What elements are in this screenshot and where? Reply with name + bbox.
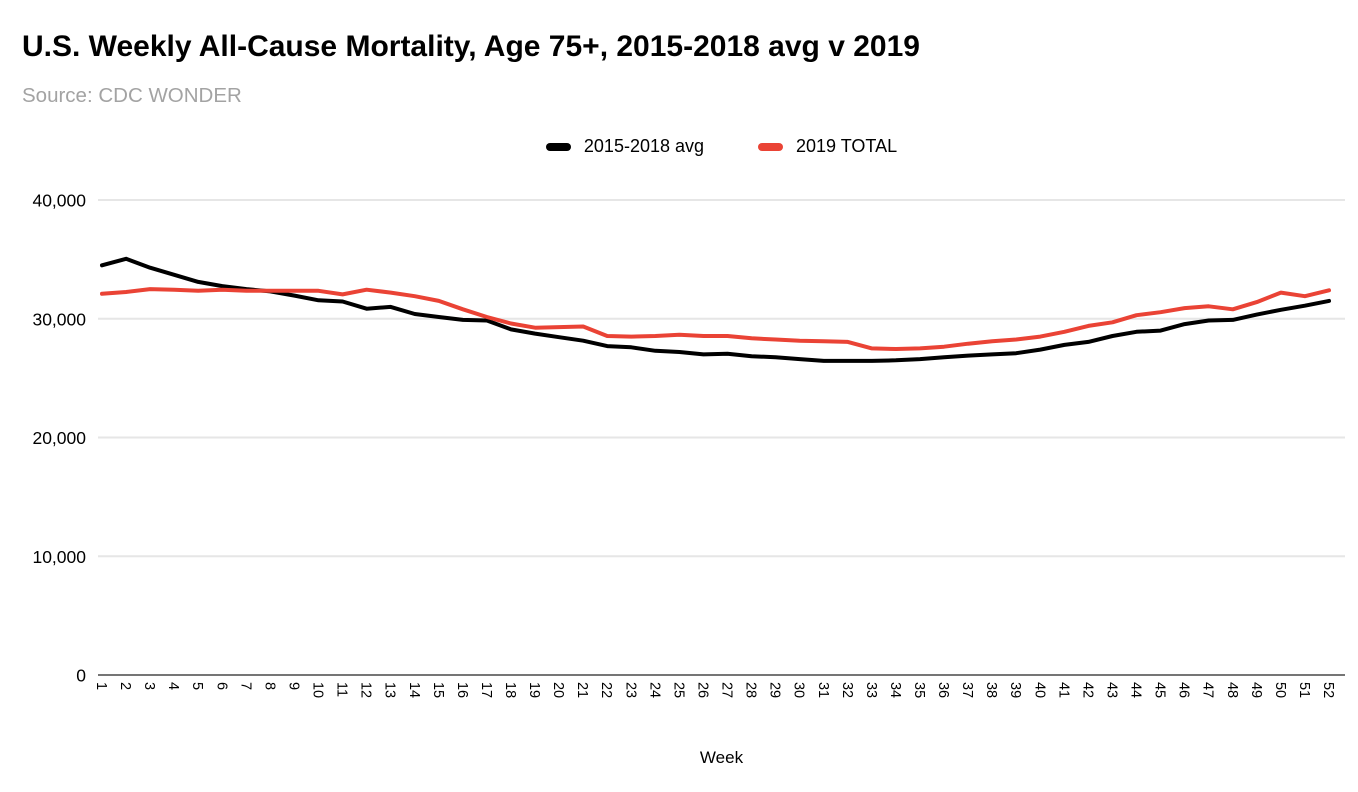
x-tick-label: 48: [1224, 682, 1240, 698]
x-tick-label: 14: [406, 682, 422, 698]
x-tick-label: 5: [189, 682, 205, 690]
x-tick-label: 45: [1152, 682, 1168, 698]
legend-label-2019-total: 2019 TOTAL: [796, 136, 898, 156]
x-tick-label: 1: [93, 682, 109, 690]
x-tick-label: 37: [959, 682, 975, 698]
legend-item-2019-total: 2019 TOTAL: [758, 136, 897, 157]
x-tick-label: 36: [935, 682, 951, 698]
x-tick-label: 46: [1176, 682, 1192, 698]
x-tick-label: 27: [719, 682, 735, 698]
x-tick-label: 6: [213, 682, 229, 690]
x-tick-label: 39: [1007, 682, 1023, 698]
chart-title: U.S. Weekly All-Cause Mortality, Age 75+…: [22, 30, 920, 63]
x-tick-label: 19: [526, 682, 542, 698]
x-tick-label: 41: [1055, 682, 1071, 698]
x-tick-label: 51: [1296, 682, 1312, 698]
x-tick-label: 47: [1200, 682, 1216, 698]
x-tick-label: 3: [141, 682, 157, 690]
chart-source: Source: CDC WONDER: [22, 84, 242, 107]
x-tick-label: 43: [1103, 682, 1119, 698]
x-tick-label: 20: [550, 682, 566, 698]
x-tick-label: 11: [334, 682, 350, 697]
series-line-2015-2018-avg: [100, 256, 1331, 363]
x-tick-label: 38: [983, 682, 999, 698]
x-tick-label: 25: [670, 682, 686, 698]
x-tick-label: 28: [743, 682, 759, 698]
legend-swatch-2015-2018-avg: [545, 142, 571, 151]
x-tick-label: 17: [478, 682, 494, 698]
x-tick-label: 23: [622, 682, 638, 698]
x-tick-label: 24: [646, 682, 662, 698]
y-tick-label: 40,000: [32, 191, 86, 211]
x-tick-label: 22: [598, 682, 614, 698]
x-tick-label: 13: [382, 682, 398, 698]
x-tick-label: 34: [887, 682, 903, 698]
x-tick-label: 7: [237, 682, 253, 690]
x-tick-label: 52: [1320, 682, 1336, 698]
x-tick-label: 35: [911, 682, 927, 698]
x-tick-label: 2: [117, 682, 133, 690]
x-tick-label: 18: [502, 682, 518, 698]
x-tick-label: 40: [1031, 682, 1047, 698]
x-tick-label: 29: [767, 682, 783, 698]
y-tick-label: 20,000: [32, 428, 86, 448]
x-tick-label: 42: [1079, 682, 1095, 698]
x-tick-label: 12: [358, 682, 374, 698]
series-line-2019-total: [100, 287, 1331, 351]
y-tick-label: 30,000: [32, 309, 86, 329]
x-tick-label: 21: [574, 682, 590, 698]
x-tick-label: 44: [1128, 682, 1144, 698]
x-tick-label: 9: [285, 682, 301, 690]
x-tick-label: 50: [1272, 682, 1288, 698]
y-tick-label: 10,000: [32, 547, 86, 567]
x-tick-label: 4: [165, 682, 181, 690]
legend: 2015-2018 avg 2019 TOTAL: [98, 136, 1345, 157]
x-tick-label: 26: [694, 682, 710, 698]
legend-swatch-2019-total: [758, 142, 784, 151]
x-tick-label: 49: [1248, 682, 1264, 698]
legend-item-2015-2018-avg: 2015-2018 avg: [545, 136, 705, 157]
x-tick-label: 33: [863, 682, 879, 698]
y-tick-label: 0: [76, 666, 86, 686]
legend-label-2015-2018-avg: 2015-2018 avg: [583, 136, 705, 156]
x-axis-title: Week: [699, 748, 744, 767]
x-tick-label: 10: [310, 682, 326, 698]
x-tick-label: 30: [791, 682, 807, 698]
x-tick-label: 8: [261, 682, 277, 690]
x-tick-label: 31: [815, 682, 831, 698]
x-tick-label: 16: [454, 682, 470, 698]
x-tick-label: 32: [839, 682, 855, 698]
x-tick-label: 15: [430, 682, 446, 698]
